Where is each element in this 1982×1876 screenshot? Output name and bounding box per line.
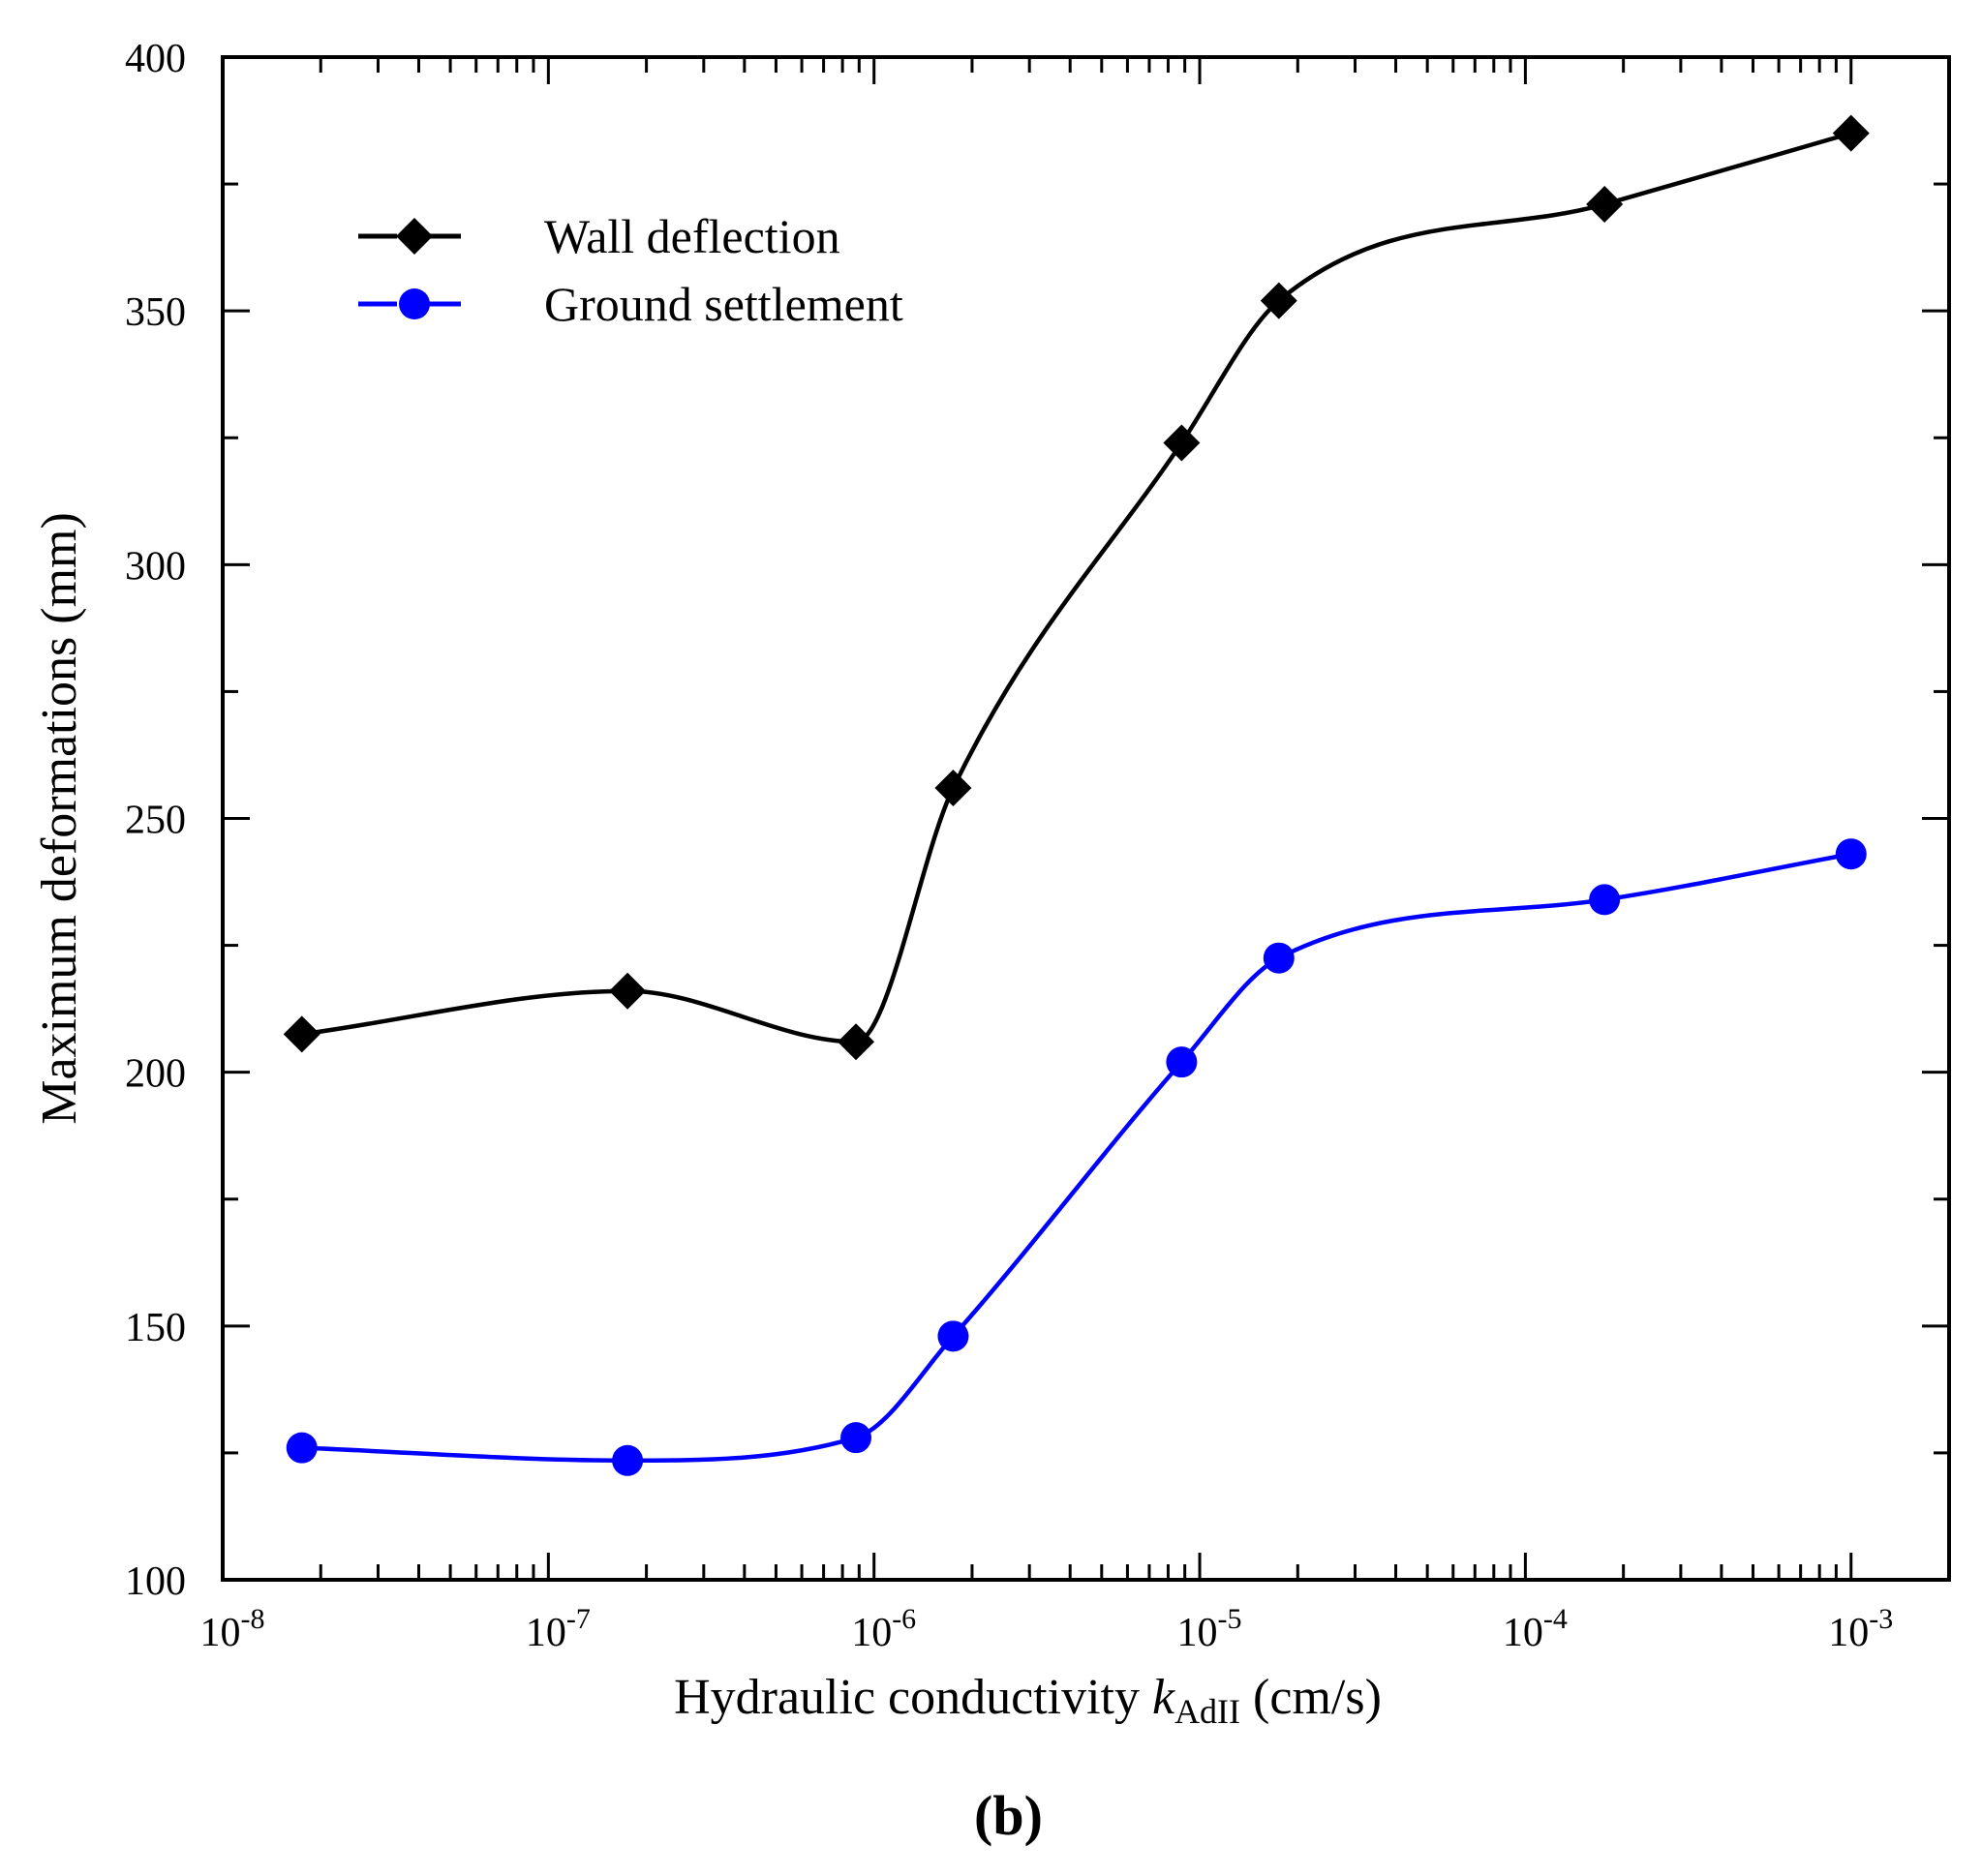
data-point-diamond	[1260, 282, 1297, 319]
data-point-circle	[286, 1432, 318, 1464]
data-point-circle	[1589, 884, 1621, 916]
legend-label: Wall deflection	[544, 209, 840, 263]
plot-frame	[221, 55, 1951, 1582]
data-point-circle	[1166, 1046, 1198, 1078]
data-point-circle	[1263, 942, 1295, 974]
y-tick-label: 150	[125, 1306, 186, 1350]
x-tick-labels: 10-8 10-7 10-6 10-5 10-4 10-3	[200, 1603, 1894, 1655]
legend-marker-diamond	[396, 218, 433, 255]
x-axis-title-variable: k	[1152, 1670, 1175, 1725]
x-tick-exponent: -4	[1543, 1603, 1568, 1635]
y-tick-label: 100	[125, 1559, 186, 1604]
data-point-diamond	[609, 972, 647, 1010]
x-tick-label: 10-3	[1828, 1603, 1893, 1655]
y-tick-label: 400	[125, 37, 186, 81]
x-tick-label: 10-6	[851, 1603, 916, 1655]
data-point-circle	[1835, 838, 1867, 870]
data-point-circle	[840, 1422, 872, 1454]
data-point-diamond	[934, 770, 972, 807]
fitted-curves	[301, 131, 1852, 1464]
data-markers	[283, 114, 1870, 1476]
data-point-diamond	[838, 1023, 875, 1061]
x-tick-base: 10	[1177, 1611, 1218, 1655]
x-tick-exponent: -8	[241, 1603, 265, 1635]
axis-ticks	[221, 55, 1951, 1582]
x-tick-exponent: -3	[1869, 1603, 1893, 1635]
series-line-1	[301, 851, 1852, 1464]
x-tick-exponent: -7	[566, 1603, 591, 1635]
x-tick-base: 10	[200, 1611, 241, 1655]
x-axis-title-suffix: (cm/s)	[1240, 1670, 1382, 1725]
y-tick-label: 300	[125, 544, 186, 589]
x-tick-label: 10-8	[200, 1603, 265, 1655]
data-point-diamond	[1832, 114, 1870, 152]
y-tick-label: 250	[125, 799, 186, 843]
x-tick-exponent: -6	[892, 1603, 916, 1635]
legend-marker-circle	[399, 288, 430, 319]
data-point-circle	[612, 1444, 644, 1476]
x-tick-base: 10	[526, 1611, 566, 1655]
x-tick-label: 10-7	[526, 1603, 591, 1655]
x-axis-title-prefix: Hydraulic conductivity	[674, 1670, 1152, 1725]
x-tick-label: 10-4	[1503, 1603, 1568, 1655]
x-tick-label: 10-5	[1177, 1603, 1242, 1655]
x-tick-base: 10	[1828, 1611, 1869, 1655]
y-tick-label: 350	[125, 290, 186, 335]
data-point-circle	[937, 1320, 969, 1352]
y-axis-title: Maximum deformations (mm)	[32, 512, 87, 1125]
data-point-diamond	[1163, 424, 1201, 462]
panel-label: (b)	[974, 1784, 1043, 1847]
y-tick-labels: 100 150 200 250 300 350 400	[125, 37, 186, 1604]
data-point-diamond	[1586, 186, 1624, 224]
x-axis-title-subscript: AdII	[1174, 1692, 1240, 1731]
legend-label: Ground settlement	[544, 277, 903, 331]
x-tick-exponent: -5	[1218, 1603, 1242, 1635]
data-point-diamond	[283, 1015, 320, 1053]
legend: Wall deflection Ground settlement	[358, 209, 903, 331]
x-tick-base: 10	[1503, 1611, 1543, 1655]
y-tick-label: 200	[125, 1052, 186, 1097]
x-axis-title: Hydraulic conductivity kAdII (cm/s)	[674, 1670, 1382, 1731]
x-tick-base: 10	[851, 1611, 892, 1655]
